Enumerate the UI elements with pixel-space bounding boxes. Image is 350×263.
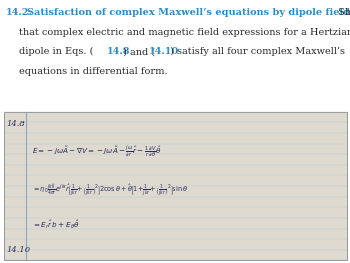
Text: 14.8: 14.8 [6,120,25,128]
Text: 14.10: 14.10 [148,47,178,56]
Text: ) satisfy all four complex Maxwell’s: ) satisfy all four complex Maxwell’s [170,47,345,57]
Text: $= \eta_0\frac{jk\tilde{I}l}{4\pi r}e^{jkr}\hat{r}\!\left[\frac{1}{jkr}\!+\!\lef: $= \eta_0\frac{jk\tilde{I}l}{4\pi r}e^{j… [32,181,188,198]
Text: $E = -j\omega\tilde{A} -\nabla V = -j\omega\tilde{A} - \frac{j\omega}{\partial r: $E = -j\omega\tilde{A} -\nabla V = -j\om… [32,145,161,159]
Text: dipole in Eqs. (: dipole in Eqs. ( [19,47,94,57]
Text: 14.10: 14.10 [6,246,30,254]
Text: 14.8: 14.8 [106,47,130,56]
Text: equations in differential form.: equations in differential form. [19,67,168,76]
Bar [4,112,346,260]
Text: ) and (: ) and ( [123,47,155,56]
Text: that complex electric and magnetic field expressions for a Hertzian: that complex electric and magnetic field… [19,28,350,37]
Text: Show: Show [335,8,350,17]
Text: 14.2.: 14.2. [6,8,33,17]
Text: Satisfaction of complex Maxwell’s equations by dipole fields.: Satisfaction of complex Maxwell’s equati… [27,8,350,17]
Text: $= E_r\hat{r}\,b + E_\theta\hat{\theta}$: $= E_r\hat{r}\,b + E_\theta\hat{\theta}$ [32,218,79,231]
